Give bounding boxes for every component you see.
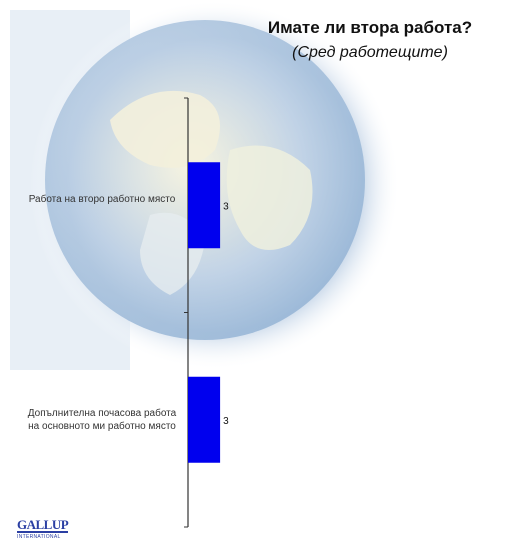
value-label-2: 3: [223, 416, 229, 427]
value-label-1: 3: [223, 201, 229, 212]
bars: [188, 162, 220, 463]
gallup-logo: GALLUP INTERNATIONAL: [17, 516, 73, 536]
bar-2: [188, 377, 220, 463]
value-labels: 33: [223, 201, 229, 427]
category-label-2: Допълнителна почасова работа на основнот…: [22, 407, 182, 433]
logo-brand: GALLUP: [17, 518, 68, 533]
category-label-1: Работа на второ работно място: [22, 193, 182, 206]
bar-1: [188, 162, 220, 248]
logo-sub: INTERNATIONAL: [17, 534, 73, 540]
